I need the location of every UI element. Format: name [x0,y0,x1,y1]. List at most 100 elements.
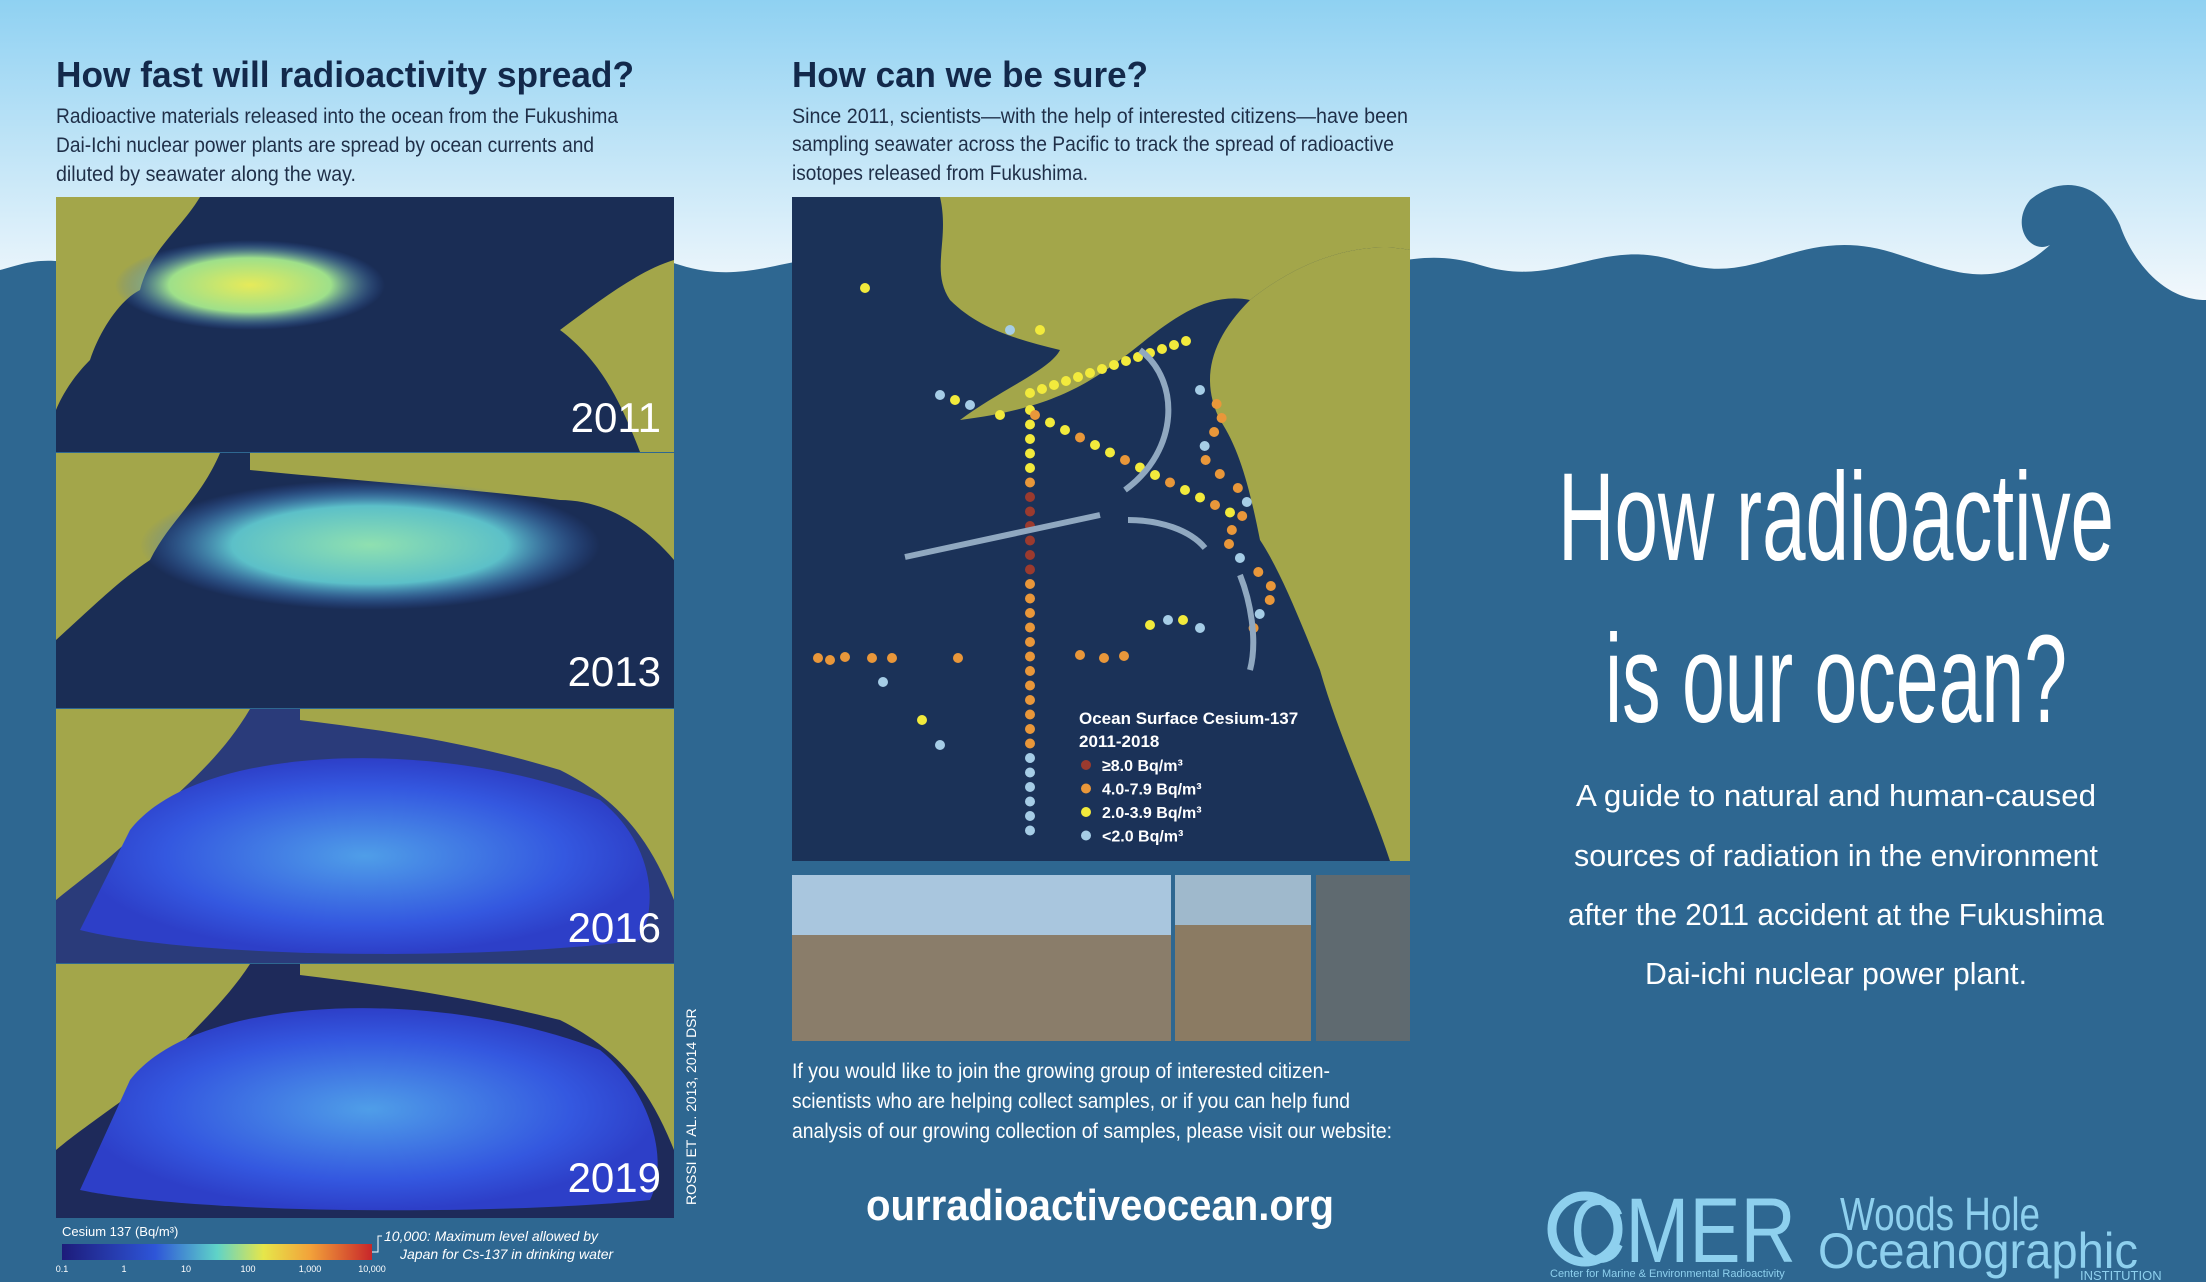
svg-text:Ocean Surface Cesium-137: Ocean Surface Cesium-137 [1079,709,1298,728]
main-title: How radioactive [1558,448,2114,587]
sample-dot [1025,622,1035,633]
left-body: Dai-Ichi nuclear power plants are spread… [56,134,594,157]
svg-text:2011: 2011 [571,394,661,441]
legend-dot [1081,760,1091,770]
sample-dot [1025,388,1035,398]
sample-dot [1025,738,1035,749]
svg-text:Japan for Cs-137 in drinking w: Japan for Cs-137 in drinking water [399,1246,615,1262]
sample-dot [878,677,888,687]
sample-dot [1265,581,1276,591]
middle-body: Since 2011, scientists—with the help of … [792,105,1408,128]
svg-text:CMER: CMER [1570,1180,1796,1282]
sample-dot [1210,500,1220,510]
sample-dot [1105,447,1115,458]
sample-dot [1178,615,1188,625]
sample-dot [1133,352,1143,362]
sample-dot [1241,497,1252,507]
sample-dot [1109,360,1119,370]
svg-text:2019: 2019 [568,1154,661,1201]
sample-dot [1211,399,1222,409]
sample-dot [1090,440,1100,450]
credit: ROSSI ET AL. 2013, 2014 DSR [683,1008,699,1205]
sample-dot [840,652,850,662]
sample-dot [1025,564,1035,575]
map-2011: 2011 [56,197,674,452]
colorbar: Cesium 137 (Bq/m³) 0.1 1 10 100 1,000 10,000 … [56,1224,615,1274]
sample-dot [1025,796,1035,807]
legend-label: 4.0-7.9 Bq/m³ [1102,782,1202,799]
sample-dot [1085,368,1095,378]
sample-dot [1165,477,1175,488]
sample-dot [1025,506,1035,517]
sample-dot [1025,724,1035,734]
sample-dot [1169,340,1179,350]
url[interactable]: ourradioactiveocean.org [866,1181,1334,1230]
sample-dot [935,740,945,750]
svg-text:Woods Hole: Woods Hole [1840,1188,2040,1240]
sample-dot [1199,441,1210,451]
sample-dot [1254,609,1265,619]
sample-dot [1030,410,1040,420]
sample-dot [1099,653,1109,663]
sample-dot [1253,567,1264,577]
sample-dot [1025,492,1035,502]
svg-text:Center for Marine & Environmen: Center for Marine & Environmental Radioa… [1550,1268,1785,1280]
sample-dot [1025,535,1035,546]
sample-dot [1025,434,1035,444]
sample-dot [1025,419,1035,430]
sample-dot [1163,615,1173,625]
sample-dot [1180,485,1190,495]
sample-dot [1214,469,1225,479]
sample-dot [1025,579,1035,589]
sample-dot [860,283,870,293]
sample-dot [1119,651,1129,661]
sample-dot [1195,623,1205,633]
sample-dot [1060,425,1070,435]
left-body: Radioactive materials released into the … [56,105,618,128]
sample-dot [1025,550,1035,560]
sample-dot [867,653,877,663]
sample-dot [1075,432,1085,443]
cmer-logo: CMER Center for Marine & Environmental R… [1547,1180,1796,1282]
sample-dot [995,410,1005,420]
sample-dot [1049,380,1059,390]
photos [792,875,1410,1041]
sample-dot [1195,492,1205,503]
sample-dot [1237,511,1248,521]
subtitle: after the 2011 accident at the Fukushima [1568,897,2105,932]
sample-dot [1150,470,1160,480]
sample-dot [1025,666,1035,676]
legend-label: ≥8.0 Bq/m³ [1102,758,1183,775]
svg-text:2011-2018: 2011-2018 [1079,732,1159,751]
colorbar-tick: 1,000 [299,1264,322,1274]
sample-dot [887,653,897,663]
footer-text: If you would like to join the growing gr… [792,1060,1330,1083]
sample-dot [1209,427,1220,437]
colorbar-tick: 0.1 [56,1264,69,1274]
sample-dot [1232,483,1243,493]
sample-dot [1075,650,1085,660]
main-title: is our ocean? [1605,610,2067,749]
footer-text: scientists who are helping collect sampl… [792,1090,1350,1113]
sample-dot [1073,372,1083,382]
left-body: diluted by seawater along the way. [56,163,356,186]
sample-dot [1025,651,1035,662]
legend-dot [1081,807,1091,817]
sample-dot [1121,356,1131,366]
middle-body: sampling seawater across the Pacific to … [792,133,1394,156]
legend-label: 2.0-3.9 Bq/m³ [1102,805,1202,822]
sample-dot [1025,695,1035,705]
sample-dot [1035,325,1045,335]
svg-text:Cesium 137 (Bq/m³): Cesium 137 (Bq/m³) [62,1224,178,1239]
sample-dot [1025,825,1035,836]
sample-dot [1025,608,1035,618]
subtitle: sources of radiation in the environment [1574,838,2098,873]
sample-dot [1005,325,1015,335]
sample-dot [1025,782,1035,792]
legend-label: <2.0 Bq/m³ [1102,829,1183,846]
sample-dot [1045,417,1055,428]
sample-dot [1225,507,1235,518]
sample-dot [1025,477,1035,488]
